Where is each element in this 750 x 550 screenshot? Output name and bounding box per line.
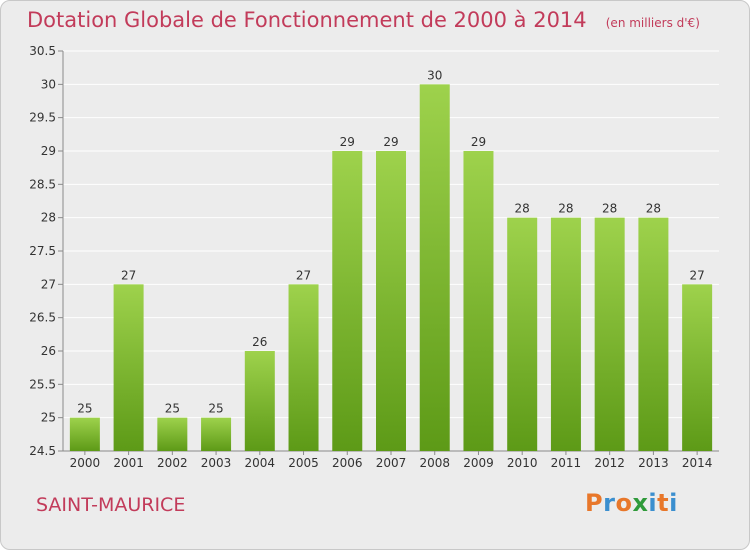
y-tick-label: 25 — [41, 411, 56, 425]
x-tick-label: 2008 — [419, 456, 450, 470]
data-label: 29 — [340, 135, 355, 149]
data-label: 29 — [471, 135, 486, 149]
x-tick-label: 2014 — [682, 456, 713, 470]
x-tick-label: 2007 — [376, 456, 407, 470]
x-tick-label: 2000 — [70, 456, 101, 470]
bar — [682, 284, 713, 451]
data-label: 27 — [689, 268, 704, 282]
bar — [376, 151, 406, 451]
bar — [463, 151, 494, 451]
y-tick-label: 27.5 — [29, 244, 56, 258]
logo-letter: i — [669, 489, 678, 517]
place-name: SAINT-MAURICE — [36, 494, 186, 516]
logo-letter: i — [648, 489, 658, 517]
y-tick-label: 28.5 — [29, 177, 56, 191]
bar — [288, 284, 319, 451]
y-tick-label: 26 — [41, 344, 56, 358]
logo-letter: o — [615, 489, 633, 517]
bar — [244, 351, 275, 451]
data-label: 29 — [383, 135, 398, 149]
chart-title-block: Dotation Globale de Fonctionnement de 20… — [27, 8, 700, 32]
x-tick-label: 2013 — [638, 456, 669, 470]
bar — [332, 151, 363, 451]
chart-unit: (en milliers d'€) — [605, 16, 700, 30]
chart-title: Dotation Globale de Fonctionnement de 20… — [27, 8, 587, 32]
x-tick-label: 2010 — [507, 456, 538, 470]
y-tick-label: 27 — [41, 277, 56, 291]
bar — [201, 417, 232, 451]
data-label: 27 — [296, 268, 311, 282]
y-tick-label: 30 — [41, 77, 56, 91]
data-label: 28 — [646, 202, 661, 216]
x-tick-label: 2004 — [245, 456, 276, 470]
logo-letter: P — [585, 489, 604, 517]
y-tick-label: 28 — [41, 211, 56, 225]
data-label: 27 — [121, 268, 136, 282]
x-tick-label: 2009 — [463, 456, 494, 470]
data-label: 28 — [515, 202, 530, 216]
data-label: 26 — [252, 335, 267, 349]
bar — [507, 217, 538, 451]
data-label: 25 — [77, 402, 92, 416]
logo-letter: t — [657, 489, 670, 517]
bars — [69, 84, 713, 451]
labels: 24.5 25 25.5 26 26.5 27 27.5 28 28.5 29 29.5 30 30.5… — [29, 44, 712, 470]
bar — [69, 417, 100, 451]
proxiti-logo[interactable]: Proxiti — [585, 489, 678, 517]
bar — [638, 217, 669, 451]
x-tick-label: 2002 — [157, 456, 188, 470]
data-label: 25 — [165, 402, 180, 416]
x-tick-label: 2011 — [551, 456, 582, 470]
data-label: 28 — [602, 202, 617, 216]
y-tick-label: 25.5 — [29, 377, 56, 391]
bar — [419, 84, 450, 451]
bar — [550, 217, 581, 451]
x-tick-label: 2006 — [332, 456, 363, 470]
bar — [157, 417, 188, 451]
x-tick-label: 2001 — [113, 456, 144, 470]
data-label: 28 — [558, 202, 573, 216]
data-label: 30 — [427, 68, 442, 82]
y-tick-label: 29 — [41, 144, 56, 158]
bar — [113, 284, 144, 451]
y-tick-label: 29.5 — [29, 111, 56, 125]
data-label: 25 — [208, 402, 223, 416]
x-tick-label: 2003 — [201, 456, 232, 470]
y-tick-label: 30.5 — [29, 44, 56, 58]
y-tick-label: 24.5 — [29, 444, 56, 458]
x-tick-label: 2012 — [594, 456, 625, 470]
bar — [594, 217, 625, 451]
logo-letter: r — [603, 489, 616, 517]
logo-letter: x — [632, 489, 649, 517]
x-tick-label: 2005 — [288, 456, 319, 470]
y-tick-label: 26.5 — [29, 311, 56, 325]
